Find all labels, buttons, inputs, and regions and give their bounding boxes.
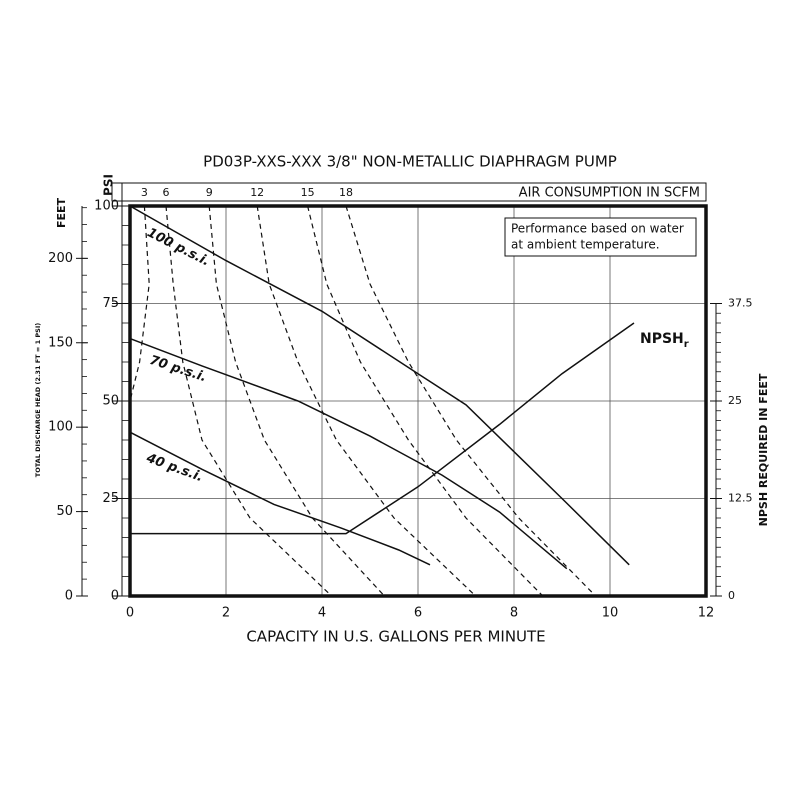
x-axis-label: CAPACITY IN U.S. GALLONS PER MINUTE: [246, 628, 545, 646]
air-tick-label: 9: [206, 186, 213, 199]
air-tick-label: 15: [301, 186, 315, 199]
x-tick-label: 4: [318, 606, 326, 621]
x-tick-label: 6: [414, 606, 422, 621]
y2-tick-label: 37.5: [728, 297, 753, 310]
x-tick-label: 2: [222, 606, 230, 621]
air-label: AIR CONSUMPTION IN SCFM: [519, 186, 700, 201]
series-line: [130, 322, 635, 535]
feet-label: FEET: [55, 197, 68, 228]
note: Performance based on water: [511, 222, 684, 236]
npsh-label-main: NPSH: [640, 331, 684, 347]
air-band: [111, 182, 707, 202]
curve-label: 70 p.s.i.: [148, 353, 209, 385]
npsh-label-sub: r: [684, 339, 689, 350]
feet-tick-label: 150: [48, 335, 73, 350]
feet-tick-label: 50: [56, 504, 73, 519]
y2-tick-label: 12.5: [728, 492, 753, 505]
air-tick-label: 12: [250, 186, 264, 199]
y-tick-label: 0: [111, 589, 119, 604]
y-tick-label: 100: [94, 199, 119, 214]
y-tick-label: 75: [102, 296, 119, 311]
npsh-label: NPSHr: [640, 331, 689, 350]
y2-tick-label: 0: [728, 589, 735, 602]
y2-axis-label: NPSH REQUIRED IN FEET: [757, 373, 770, 526]
air-curve: [307, 205, 544, 597]
air-tick-label: 18: [339, 186, 353, 199]
y-tick-label: 25: [102, 491, 119, 506]
feet-tick-label: 200: [48, 251, 73, 266]
series-line: [129, 205, 630, 566]
air-tick-label: 6: [163, 186, 170, 199]
series-line: [129, 337, 568, 570]
plot-frame: [128, 204, 708, 598]
note: at ambient temperature.: [511, 238, 660, 252]
x-tick-label: 0: [126, 606, 134, 621]
air-curve: [256, 205, 477, 597]
y-axis-label: PSI: [102, 174, 116, 196]
note-box: [504, 217, 697, 257]
feet-tick-label: 100: [48, 420, 73, 435]
air-curve: [129, 205, 150, 402]
series-line: [129, 431, 431, 566]
feet-title: TOTAL DISCHARGE HEAD (2.31 FT = 1 PSI): [34, 323, 42, 477]
air-curve: [208, 205, 385, 597]
y-tick-label: 50: [102, 394, 119, 409]
air-curve: [165, 205, 333, 597]
x-tick-label: 10: [602, 606, 619, 621]
x-tick-label: 8: [510, 606, 518, 621]
feet-tick-label: 0: [65, 589, 73, 604]
air-curve: [345, 205, 597, 597]
x-tick-label: 12: [698, 606, 715, 621]
chart-title: PD03P-XXS-XXX 3/8" NON-METALLIC DIAPHRAG…: [203, 153, 617, 171]
air-tick-label: 3: [141, 186, 148, 199]
y2-tick-label: 25: [728, 394, 742, 407]
